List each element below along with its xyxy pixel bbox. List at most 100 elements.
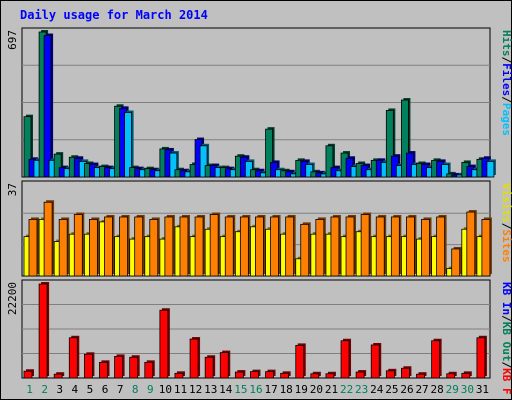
bar-sites-day-6 — [104, 216, 113, 277]
bar-kb-f-day-12 — [189, 338, 199, 379]
bar-kb-f-day-11 — [174, 372, 184, 379]
bar-kb-f-day-31 — [476, 337, 486, 379]
bar-sites-day-22 — [345, 216, 355, 277]
x-label-day: 18 — [280, 383, 293, 396]
bar-pages-day-10 — [169, 152, 178, 178]
bar-kb-f-day-26 — [401, 367, 410, 379]
x-label-day: 27 — [415, 383, 428, 396]
panel-daily-visits: 37 Visits/Sites — [6, 180, 512, 277]
bar-kb-f-day-10 — [159, 309, 169, 379]
x-label-day: 3 — [56, 383, 63, 396]
x-label-day: 14 — [219, 383, 233, 396]
bar-sites-day-5 — [88, 219, 98, 277]
bar-sites-day-4 — [73, 214, 83, 277]
bar-sites-day-25 — [390, 216, 400, 277]
bar-pages-day-31 — [486, 160, 495, 178]
x-label-day: 2 — [41, 383, 48, 396]
x-label-day: 10 — [159, 383, 172, 396]
bar-kb-f-day-14 — [219, 352, 229, 379]
bar-kb-f-day-29 — [446, 373, 456, 379]
bar-kb-f-day-6 — [99, 361, 108, 379]
legend-entry: / — [500, 315, 512, 322]
x-label-day: 25 — [385, 383, 398, 396]
bar-sites-day-8 — [134, 216, 144, 277]
x-label-day: 23 — [355, 383, 368, 396]
x-label-day: 21 — [325, 383, 338, 396]
bar-sites-day-2 — [43, 201, 53, 277]
bar-pages-day-15 — [244, 160, 253, 178]
bar-sites-day-20 — [315, 219, 325, 277]
bar-pages-day-28 — [441, 164, 450, 178]
bar-sites-day-17 — [270, 216, 279, 277]
bar-shadow — [448, 171, 456, 175]
bar-kb-f-day-5 — [83, 353, 93, 379]
bar-sites-day-27 — [421, 219, 430, 277]
bar-sites-day-11 — [179, 216, 189, 277]
x-label-day: 1 — [26, 383, 33, 396]
legend: Hits/Files/Pages — [500, 30, 512, 136]
bar-shadow — [453, 172, 461, 175]
bar-sites-day-29 — [451, 248, 461, 277]
bar-kb-f-day-8 — [129, 356, 139, 379]
bar-kb-f-day-4 — [68, 337, 78, 379]
x-label-day: 12 — [189, 383, 202, 396]
legend-entry: Files — [500, 63, 512, 96]
legend-entry: / — [500, 223, 512, 230]
bar-kb-f-day-1 — [23, 370, 33, 379]
panel-daily-kbytes: 22200 KB In/KB Out/KB F — [6, 279, 512, 395]
bar-hits-day-21 — [325, 145, 334, 178]
bar-kb-f-day-7 — [114, 356, 123, 379]
bar-kb-f-day-18 — [280, 372, 290, 379]
bar-sites-day-24 — [375, 216, 385, 277]
bar-sites-day-13 — [209, 214, 219, 277]
bar-sites-day-19 — [300, 223, 310, 277]
bar-sites-day-31 — [481, 219, 491, 277]
legend-entry: Sites — [500, 229, 512, 262]
bar-kb-f-day-28 — [431, 340, 441, 379]
bar-sites-day-30 — [466, 211, 476, 277]
x-label-day: 28 — [431, 383, 444, 396]
bar-sites-day-18 — [285, 216, 295, 277]
bar-kb-f-day-15 — [234, 371, 244, 379]
bar-kb-f-day-3 — [53, 373, 63, 379]
bar-kb-f-day-13 — [204, 356, 214, 379]
y-max-label: 37 — [6, 183, 19, 196]
x-label-day: 11 — [174, 383, 187, 396]
x-label-day: 26 — [400, 383, 413, 396]
bar-sites-day-21 — [330, 216, 340, 277]
x-label-day: 29 — [446, 383, 459, 396]
bar-kb-f-day-20 — [310, 373, 320, 379]
bar-kb-f-day-24 — [370, 344, 380, 379]
bar-sites-day-15 — [239, 216, 249, 277]
legend-entry: / — [500, 57, 512, 64]
legend-entry: KB In — [500, 282, 512, 315]
x-label-day: 8 — [132, 383, 139, 396]
bar-sites-day-10 — [164, 216, 174, 277]
bar-kb-f-day-19 — [295, 344, 305, 379]
x-label-day: 7 — [117, 383, 124, 396]
x-axis-labels: 1 2 3 4 5 6 7 8 9 10 11 12 13 14 15 16 17 18 19 20 21 22 23 24 2… — [26, 383, 489, 396]
panel-daily-hits: 697 Hits/Files/Pages — [6, 27, 512, 178]
bar-kb-f-day-16 — [250, 371, 259, 379]
bar-sites-day-7 — [119, 216, 128, 277]
bar-pages-day-7 — [124, 112, 132, 178]
legend: KB In/KB Out/KB F — [500, 282, 512, 395]
bar-kb-f-day-17 — [265, 371, 274, 379]
x-label-day: 19 — [295, 383, 308, 396]
legend-entry: Visits — [500, 183, 512, 223]
bar-kb-f-day-23 — [355, 371, 365, 379]
x-label-day: 30 — [461, 383, 474, 396]
x-label-day: 24 — [370, 383, 384, 396]
bar-kb-f-day-27 — [416, 373, 425, 379]
bar-sites-day-3 — [58, 219, 68, 277]
bar-sites-day-26 — [406, 216, 415, 277]
legend-entry: KB Out — [500, 322, 512, 362]
bar-kb-f-day-25 — [385, 370, 395, 379]
x-label-day: 13 — [204, 383, 217, 396]
bar-kb-f-day-2 — [38, 283, 48, 379]
x-label-day: 9 — [147, 383, 154, 396]
legend: Visits/Sites — [500, 183, 512, 263]
bar-sites-day-1 — [28, 219, 38, 277]
legend-entry: / — [500, 96, 512, 103]
